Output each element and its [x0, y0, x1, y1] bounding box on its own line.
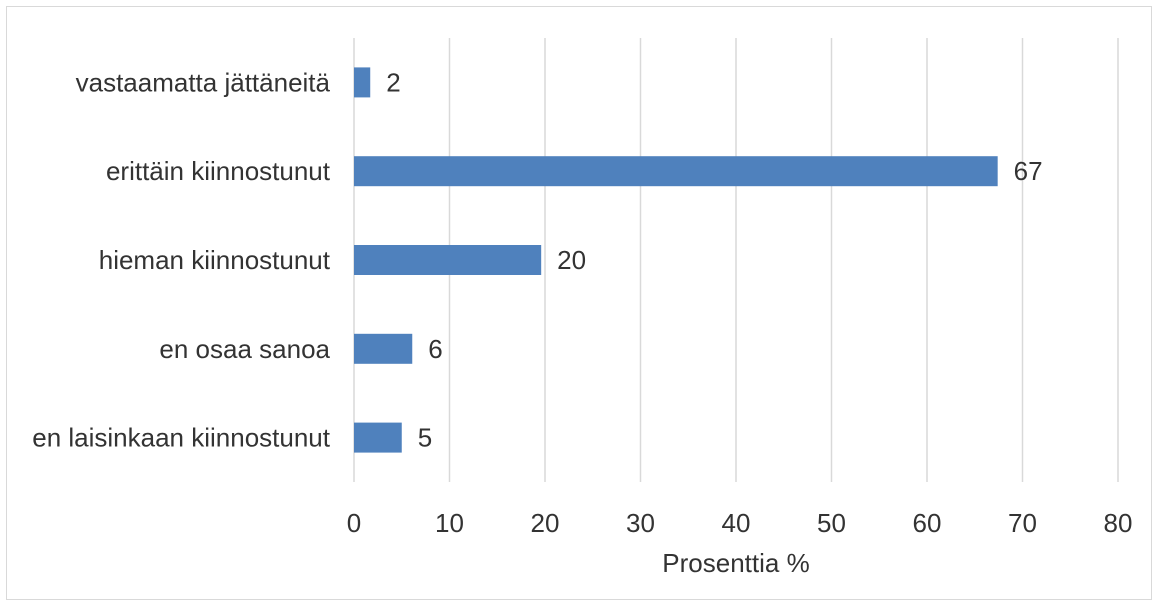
bar: [354, 156, 998, 187]
bar: [354, 422, 402, 453]
x-tick-label: 10: [435, 508, 464, 538]
x-tick-label: 0: [347, 508, 361, 538]
category-label: erittäin kiinnostunut: [106, 156, 331, 186]
category-label: en laisinkaan kiinnostunut: [32, 423, 331, 453]
data-label: 67: [1014, 156, 1043, 186]
x-axis-title: Prosenttia %: [662, 548, 809, 578]
gridlines: [353, 38, 1119, 482]
data-label: 20: [557, 245, 586, 275]
category-label: en osaa sanoa: [159, 334, 330, 364]
data-label: 5: [418, 423, 432, 453]
bar: [354, 67, 371, 98]
bar: [354, 333, 413, 364]
x-tick-label: 30: [626, 508, 655, 538]
labels: 0 10 20 30 40 50 60 70 80 vastaamatta jättäneitä 2…: [32, 67, 1132, 538]
bars: [354, 67, 998, 453]
x-tick-label: 80: [1104, 508, 1133, 538]
data-label: 2: [386, 67, 400, 97]
x-tick-label: 70: [1008, 508, 1037, 538]
chart-frame: [6, 6, 1152, 600]
data-label: 6: [428, 334, 442, 364]
x-tick-label: 60: [913, 508, 942, 538]
category-label: vastaamatta jättäneitä: [76, 67, 331, 97]
x-tick-label: 50: [817, 508, 846, 538]
x-tick-label: 20: [531, 508, 560, 538]
bar: [354, 245, 542, 275]
category-label: hieman kiinnostunut: [99, 245, 331, 275]
x-tick-label: 40: [722, 508, 751, 538]
